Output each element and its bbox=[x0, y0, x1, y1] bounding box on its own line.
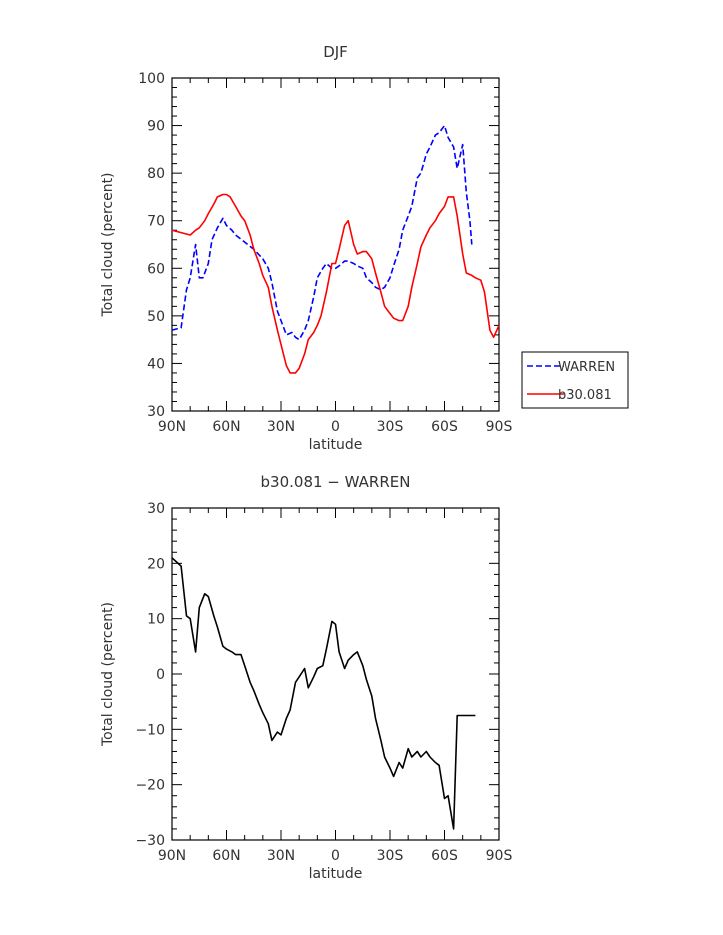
series-line-difference bbox=[171, 557, 476, 830]
y-tick-label: 20 bbox=[147, 556, 165, 572]
y-tick-label: 30 bbox=[147, 501, 165, 517]
x-axis-label: latitude bbox=[309, 437, 363, 453]
y-tick-label: 100 bbox=[138, 71, 165, 87]
y-tick-label: 30 bbox=[147, 404, 165, 420]
x-tick-label: 90N bbox=[158, 419, 186, 435]
legend-label: b30.081 bbox=[558, 388, 612, 403]
y-tick-label: −20 bbox=[135, 778, 165, 794]
series-line-b30-081 bbox=[171, 193, 500, 374]
legend: WARREN b30.081 bbox=[521, 351, 629, 409]
y-axis-label: Total cloud (percent) bbox=[100, 172, 116, 317]
plot-frame bbox=[171, 77, 500, 412]
x-axis-label: latitude bbox=[309, 866, 363, 882]
chart-title: b30.081 − WARREN bbox=[261, 473, 411, 491]
y-tick-label: −30 bbox=[135, 833, 165, 849]
y-tick-label: 60 bbox=[147, 261, 165, 277]
y-tick-label: −10 bbox=[135, 722, 165, 738]
x-tick-label: 90S bbox=[486, 419, 513, 435]
x-tick-label: 60N bbox=[212, 419, 240, 435]
x-tick-label: 90S bbox=[486, 848, 513, 864]
y-tick-label: 0 bbox=[156, 667, 165, 683]
x-tick-label: 0 bbox=[331, 848, 340, 864]
y-tick-label: 50 bbox=[147, 309, 165, 325]
chart-difference: b30.081 − WARREN −30 −20 −10 0 10 20 30 90N 60N 30… bbox=[100, 473, 512, 882]
x-tick-label: 30N bbox=[267, 848, 295, 864]
y-tick-label: 80 bbox=[147, 166, 165, 182]
series-line-warren bbox=[171, 124, 473, 341]
y-tick-label: 40 bbox=[147, 356, 165, 372]
chart-djf: DJF 30 40 50 60 70 80 90 100 90N 60N 30N 0 30S 60S 90S l… bbox=[100, 43, 629, 453]
x-tick-label: 60S bbox=[431, 848, 458, 864]
y-tick-label: 10 bbox=[147, 612, 165, 628]
x-tick-label: 90N bbox=[158, 848, 186, 864]
y-tick-label: 90 bbox=[147, 119, 165, 135]
legend-box bbox=[521, 351, 629, 409]
y-tick-label: 70 bbox=[147, 214, 165, 230]
x-tick-label: 30S bbox=[377, 848, 404, 864]
x-tick-label: 60N bbox=[212, 848, 240, 864]
y-axis-label: Total cloud (percent) bbox=[100, 602, 116, 747]
x-tick-label: 30S bbox=[377, 419, 404, 435]
x-tick-label: 60S bbox=[431, 419, 458, 435]
x-tick-label: 0 bbox=[331, 419, 340, 435]
x-tick-label: 30N bbox=[267, 419, 295, 435]
plot-frame bbox=[171, 507, 500, 841]
legend-label: WARREN bbox=[558, 360, 615, 375]
chart-title: DJF bbox=[323, 43, 348, 61]
